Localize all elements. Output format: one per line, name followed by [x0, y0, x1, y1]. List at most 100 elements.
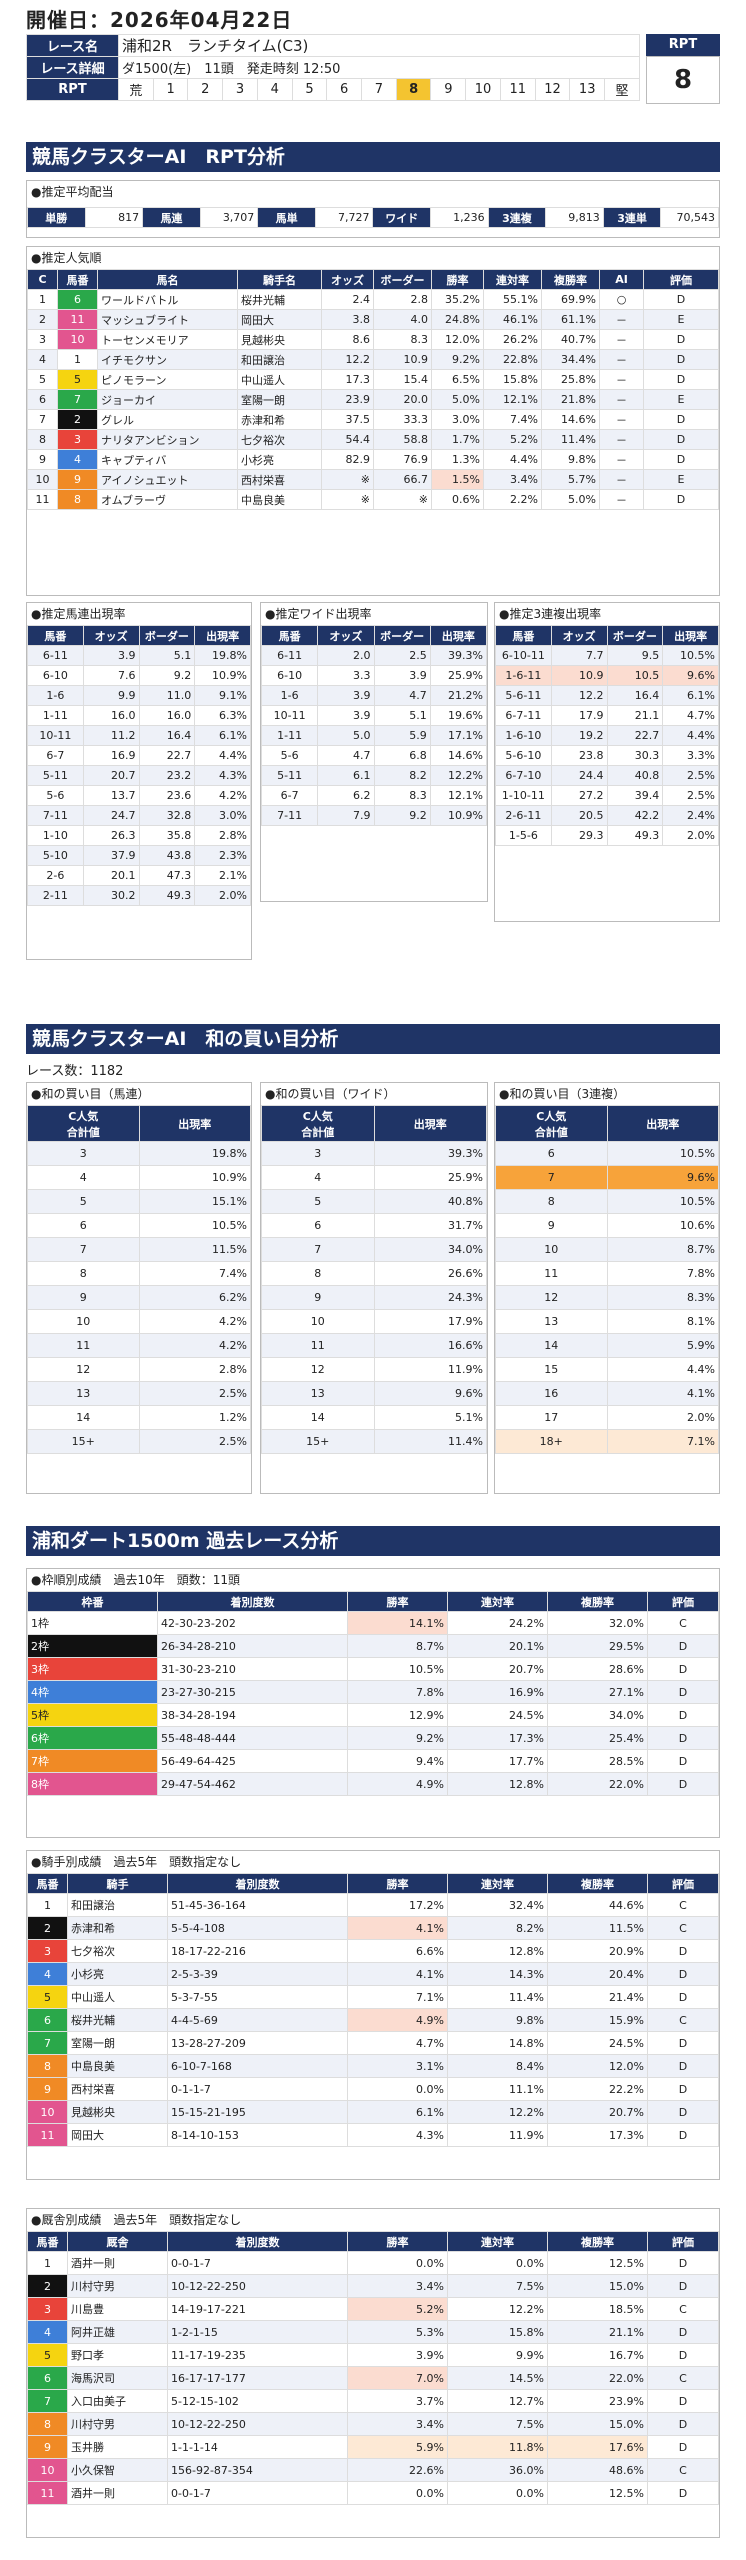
table-cell: 1-6 — [260, 685, 319, 706]
table-cell: 12.9% — [347, 1703, 448, 1727]
table-row: 11 4.2% — [27, 1333, 251, 1358]
table-row: 13 8.1% — [495, 1309, 719, 1334]
race-name-label: レース名 — [26, 34, 119, 57]
table-cell: 西村栄喜 — [67, 2077, 168, 2101]
rpt-scale-item: 6 — [326, 78, 363, 101]
table-cell: 中島良美 — [237, 489, 322, 510]
table-cell: 6-11 — [27, 645, 84, 666]
table-cell: イチモクサン — [97, 349, 238, 370]
table-cell: 20.0 — [373, 389, 432, 410]
table-cell: 11 — [27, 489, 58, 510]
column-header: 馬番 — [27, 625, 84, 646]
table-cell: 9 — [27, 2435, 68, 2459]
table-row: 4 25.9% — [261, 1165, 487, 1190]
quinella-caption: ●推定馬連出現率 — [31, 607, 126, 621]
table-cell: 5.0% — [431, 389, 484, 410]
table-cell: 42-30-23-202 — [157, 1611, 348, 1635]
table-cell: 5-6-10 — [495, 745, 552, 766]
table-cell: D — [643, 369, 719, 390]
table-row: 6枠 55-48-48-444 9.2% 17.3% 25.4% D — [27, 1726, 719, 1750]
table-cell: 2.8 — [373, 289, 432, 310]
table-cell: 21.8% — [541, 389, 600, 410]
table-cell: 26-34-28-210 — [157, 1634, 348, 1658]
table-cell: 4.7 — [317, 745, 375, 766]
table-cell: 12.1% — [483, 389, 542, 410]
table-row: 9 玉井勝 1-1-1-14 5.9% 11.8% 17.6% D — [27, 2435, 719, 2459]
table-cell: D — [647, 1985, 719, 2009]
table-cell: 10-11 — [27, 725, 84, 746]
table-cell: D — [647, 1634, 719, 1658]
table-cell: 12.2 — [550, 685, 608, 706]
table-cell: D — [647, 2435, 719, 2459]
rpt-scale-item: 10 — [465, 78, 501, 101]
table-cell: 7 — [27, 2031, 68, 2055]
table-cell: 9.2 — [373, 805, 431, 826]
table-cell: － — [599, 409, 644, 430]
table-cell: 8 — [27, 1261, 140, 1286]
table-cell: 10 — [27, 2458, 68, 2482]
rpt-scale-item: 9 — [430, 78, 467, 101]
table-cell: 5 — [27, 1985, 68, 2009]
column-header: C — [27, 269, 58, 290]
table-cell: 1-6-11 — [495, 665, 552, 686]
table-cell: 岡田大 — [237, 309, 322, 330]
table-header-row: 枠番 着別度数 勝率 連対率 複勝率 評価 — [27, 1591, 719, 1612]
table-cell: 32.8 — [138, 805, 196, 826]
table-cell: － — [599, 449, 644, 470]
table-cell: 9 — [495, 1213, 608, 1238]
table-cell: 0.0% — [347, 2077, 448, 2101]
table-cell: 3 — [27, 1939, 68, 1963]
table-row: 6 10.5% — [27, 1213, 251, 1238]
table-cell: 6-10 — [260, 665, 319, 686]
table-cell: 9.8% — [541, 449, 600, 470]
table-cell: 9 — [27, 2077, 68, 2101]
table-cell: 16.4 — [606, 685, 664, 706]
wa-quinella-box: ●和の買い目（馬連） C人気 合計値 出現率 3 19.8% 4 10.9% 5 15.1% 6… — [26, 1082, 252, 1494]
table-cell: 3.9 — [317, 705, 375, 726]
table-cell: 和田譲治 — [67, 1893, 168, 1917]
table-cell: 3 — [27, 2297, 68, 2321]
table-cell: 室陽一朗 — [67, 2031, 168, 2055]
table-row: 10 4.2% — [27, 1309, 251, 1334]
table-cell: 17.3 — [321, 369, 374, 390]
table-cell: 4.7 — [373, 685, 431, 706]
jockey-table: 馬番 騎手 着別度数 勝率 連対率 複勝率 評価 1 和田譲治 51-45-36-164 17.2%… — [27, 1873, 719, 2147]
column-header: 馬番 — [27, 2231, 68, 2252]
table-row: 6-7 16.9 22.7 4.4% — [27, 745, 251, 766]
table-cell: 10 — [27, 1309, 140, 1334]
table-cell: 12.5% — [547, 2481, 648, 2505]
table-cell: 3.0% — [431, 409, 484, 430]
column-header: 出現率 — [606, 1105, 719, 1142]
table-cell: 10.5 — [606, 665, 664, 686]
table-cell: 6-7-10 — [495, 765, 552, 786]
table-cell: トーセンメモリア — [97, 329, 238, 350]
table-cell: 31-30-23-210 — [157, 1657, 348, 1681]
table-row: 8 中島良美 6-10-7-168 3.1% 8.4% 12.0% D — [27, 2054, 719, 2078]
column-header: 着別度数 — [167, 2231, 348, 2252]
rpt-scale-item: 3 — [222, 78, 258, 101]
table-cell: 12 — [495, 1285, 608, 1310]
table-cell: 6 — [495, 1141, 608, 1166]
table-cell: 31.7% — [373, 1213, 487, 1238]
table-cell: グレル — [97, 409, 238, 430]
page-date: 開催日：2026年04月22日 — [26, 8, 293, 32]
trainer-table: 馬番 厩舎 着別度数 勝率 連対率 複勝率 評価 1 酒井一則 0-0-1-7 0.0% 0.0% 12… — [27, 2231, 719, 2505]
table-cell: ○ — [599, 289, 644, 310]
table-cell: 13.7 — [82, 785, 140, 806]
table-cell: 8 — [57, 489, 98, 510]
table-cell: 54.4 — [321, 429, 374, 450]
table-cell: 82.9 — [321, 449, 374, 470]
table-cell: 5.3% — [347, 2320, 448, 2344]
table-cell: 29.5% — [547, 1634, 648, 1658]
table-cell: 11.5% — [547, 1916, 648, 1940]
table-cell: 10.9% — [194, 665, 251, 686]
table-cell: 39.3% — [429, 645, 488, 666]
table-cell: 15.0% — [547, 2412, 648, 2436]
table-cell: 7 — [495, 1165, 608, 1190]
table-cell: 17.3% — [447, 1726, 548, 1750]
table-row: 6-7 6.2 8.3 12.1% — [260, 785, 488, 806]
table-cell: 2.0 — [317, 645, 375, 666]
table-cell: 5.9% — [347, 2435, 448, 2459]
table-cell: 10.5% — [347, 1657, 448, 1681]
wide-box: ●推定ワイド出現率 馬番 オッズ ボーダー 出現率 6-11 2.0 2.5 39.3% 6-1… — [260, 602, 488, 902]
